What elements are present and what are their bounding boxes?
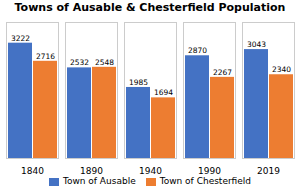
svg-text:1890: 1890 <box>80 166 103 174</box>
svg-text:1940: 1940 <box>139 166 162 174</box>
svg-text:1985: 1985 <box>129 78 148 87</box>
svg-text:1990: 1990 <box>198 166 221 174</box>
svg-text:2019: 2019 <box>257 166 280 174</box>
svg-text:3222: 3222 <box>11 34 30 43</box>
svg-text:2548: 2548 <box>95 58 114 67</box>
svg-text:1694: 1694 <box>154 88 173 97</box>
svg-text:2267: 2267 <box>213 68 232 77</box>
svg-text:1840: 1840 <box>21 166 44 174</box>
html-text:Town of Chesterfield: Town of Chesterfield <box>159 176 251 186</box>
svg-text:2532: 2532 <box>70 58 89 67</box>
svg-text:2340: 2340 <box>272 65 291 74</box>
html-text:Towns of Ausable & Chesterfiel: Towns of Ausable & Chesterfield Populati… <box>14 1 286 14</box>
html-text:Town of Ausable: Town of Ausable <box>62 176 136 186</box>
svg-text:2870: 2870 <box>188 46 207 55</box>
svg-text:3043: 3043 <box>247 40 266 49</box>
svg-text:2716: 2716 <box>36 52 55 61</box>
